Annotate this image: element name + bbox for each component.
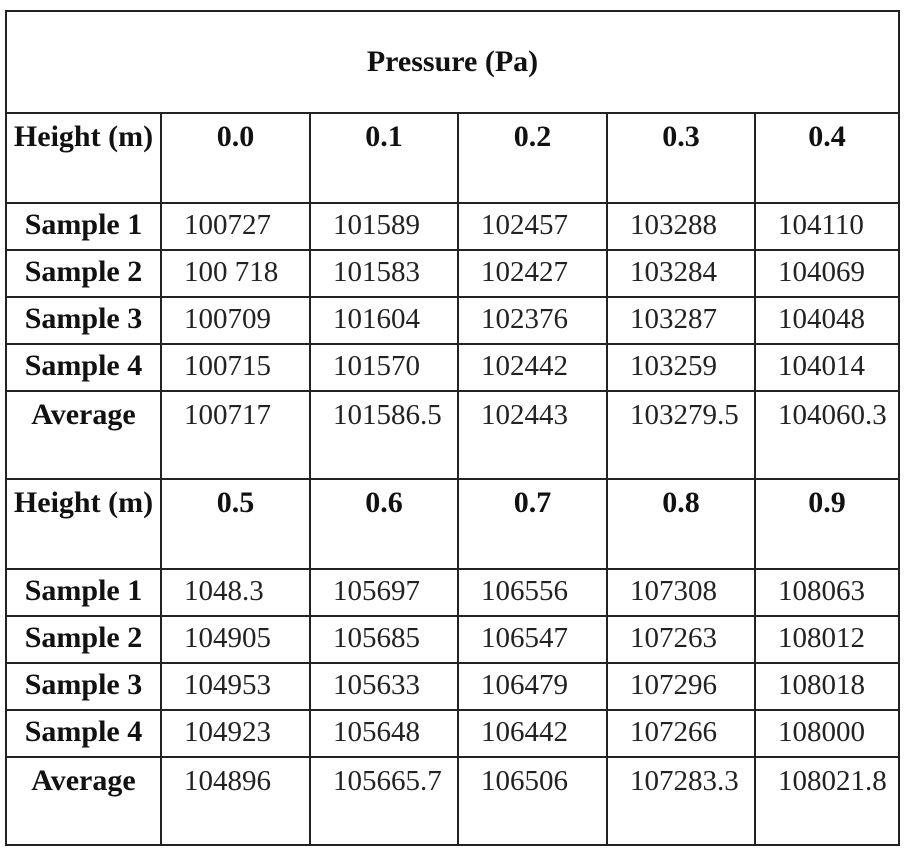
table-cell: 104069 — [754, 249, 900, 298]
table-cell: 107263 — [606, 615, 756, 664]
table-cell: 101586.5 — [309, 390, 459, 480]
table-cell: 108000 — [754, 709, 900, 758]
table-title: Pressure (Pa) — [5, 10, 900, 114]
table-cell: 101570 — [309, 343, 459, 392]
table-cell: 101583 — [309, 249, 459, 298]
height-value: 0.6 — [309, 478, 459, 570]
table-cell: 108012 — [754, 615, 900, 664]
table-cell: 102376 — [457, 296, 608, 345]
height-value: 0.9 — [754, 478, 900, 570]
table-cell: 100727 — [160, 202, 311, 251]
table-cell: 105697 — [309, 568, 459, 617]
table-cell: 100715 — [160, 343, 311, 392]
table-cell: 106442 — [457, 709, 608, 758]
table-cell: 107296 — [606, 662, 756, 711]
average-row: Average 100717 101586.5 102443 103279.5 … — [5, 390, 900, 480]
table-cell: 107308 — [606, 568, 756, 617]
row-label: Sample 4 — [5, 709, 162, 758]
table-cell: 104923 — [160, 709, 311, 758]
table-row: Sample 2 104905 105685 106547 107263 108… — [5, 615, 900, 664]
table-cell: 106547 — [457, 615, 608, 664]
table-row: Sample 3 104953 105633 106479 107296 108… — [5, 662, 900, 711]
table-cell: 102427 — [457, 249, 608, 298]
table-cell: 103279.5 — [606, 390, 756, 480]
table-cell: 103287 — [606, 296, 756, 345]
row-label: Sample 2 — [5, 249, 162, 298]
row-label: Sample 1 — [5, 568, 162, 617]
table-cell: 102457 — [457, 202, 608, 251]
table-cell: 108063 — [754, 568, 900, 617]
height-value: 0.8 — [606, 478, 756, 570]
row-label: Sample 1 — [5, 202, 162, 251]
table-cell: 105633 — [309, 662, 459, 711]
height-value: 0.0 — [160, 112, 311, 204]
row-label: Average — [5, 756, 162, 846]
row-label: Sample 3 — [5, 662, 162, 711]
row-label: Sample 4 — [5, 343, 162, 392]
average-row: Average 104896 105665.7 106506 107283.3 … — [5, 756, 900, 846]
row-label: Sample 3 — [5, 296, 162, 345]
height-header-label: Height (m) — [5, 112, 162, 204]
table-cell: 104060.3 — [754, 390, 900, 480]
table-row: Sample 1 100727 101589 102457 103288 104… — [5, 202, 900, 251]
height-value: 0.2 — [457, 112, 608, 204]
row-label: Sample 2 — [5, 615, 162, 664]
table-cell: 106479 — [457, 662, 608, 711]
table-cell: 102443 — [457, 390, 608, 480]
height-value: 0.3 — [606, 112, 756, 204]
table-cell: 104110 — [754, 202, 900, 251]
table-cell: 100709 — [160, 296, 311, 345]
table-cell: 1048.3 — [160, 568, 311, 617]
row-label: Average — [5, 390, 162, 480]
table-cell: 100 718 — [160, 249, 311, 298]
table-row: Sample 1 1048.3 105697 106556 107308 108… — [5, 568, 900, 617]
table-row: Sample 4 104923 105648 106442 107266 108… — [5, 709, 900, 758]
table-cell: 104014 — [754, 343, 900, 392]
height-value: 0.4 — [754, 112, 900, 204]
table-cell: 108018 — [754, 662, 900, 711]
table-cell: 107266 — [606, 709, 756, 758]
table-cell: 103259 — [606, 343, 756, 392]
pressure-table: Pressure (Pa) Height (m) 0.0 0.1 0.2 0.3… — [5, 10, 900, 846]
pressure-table-container: Pressure (Pa) Height (m) 0.0 0.1 0.2 0.3… — [5, 10, 900, 846]
height-header-row: Height (m) 0.0 0.1 0.2 0.3 0.4 — [5, 112, 900, 204]
height-value: 0.1 — [309, 112, 459, 204]
table-row: Sample 2 100 718 101583 102427 103284 10… — [5, 249, 900, 298]
table-cell: 104048 — [754, 296, 900, 345]
table-cell: 103284 — [606, 249, 756, 298]
table-cell: 103288 — [606, 202, 756, 251]
height-header-label: Height (m) — [5, 478, 162, 570]
table-cell: 105685 — [309, 615, 459, 664]
table-cell: 104953 — [160, 662, 311, 711]
table-cell: 105665.7 — [309, 756, 459, 846]
table-row: Sample 4 100715 101570 102442 103259 104… — [5, 343, 900, 392]
table-cell: 101589 — [309, 202, 459, 251]
table-row: Sample 3 100709 101604 102376 103287 104… — [5, 296, 900, 345]
table-cell: 108021.8 — [754, 756, 900, 846]
table-cell: 104905 — [160, 615, 311, 664]
height-value: 0.7 — [457, 478, 608, 570]
table-cell: 104896 — [160, 756, 311, 846]
table-cell: 107283.3 — [606, 756, 756, 846]
table-cell: 102442 — [457, 343, 608, 392]
height-value: 0.5 — [160, 478, 311, 570]
height-header-row: Height (m) 0.5 0.6 0.7 0.8 0.9 — [5, 478, 900, 570]
table-cell: 106556 — [457, 568, 608, 617]
table-cell: 106506 — [457, 756, 608, 846]
table-cell: 105648 — [309, 709, 459, 758]
title-row: Pressure (Pa) — [5, 10, 900, 114]
table-cell: 100717 — [160, 390, 311, 480]
table-cell: 101604 — [309, 296, 459, 345]
